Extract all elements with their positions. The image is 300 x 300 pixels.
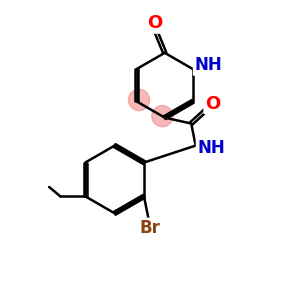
Text: NH: NH bbox=[194, 56, 222, 74]
Text: Br: Br bbox=[140, 219, 160, 237]
Circle shape bbox=[152, 106, 173, 127]
Circle shape bbox=[128, 89, 150, 110]
Text: O: O bbox=[205, 95, 220, 113]
Text: O: O bbox=[147, 14, 162, 32]
Text: NH: NH bbox=[197, 139, 225, 157]
